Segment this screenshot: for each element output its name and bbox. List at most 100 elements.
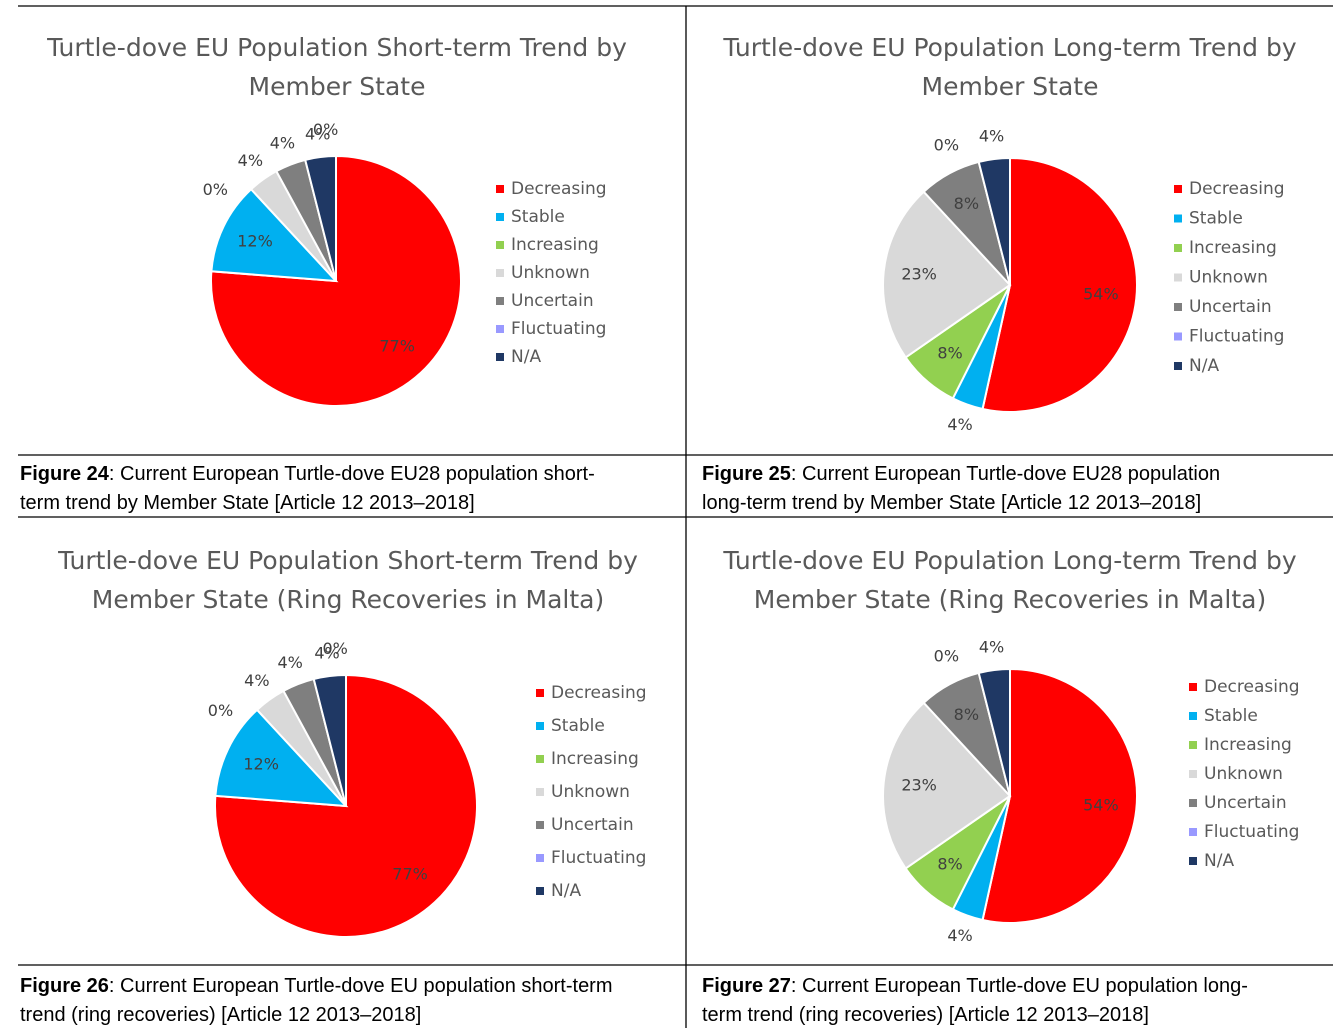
chart-title: Member State (Ring Recoveries in Malta) xyxy=(754,585,1267,614)
caption-label: Figure 25 xyxy=(702,463,791,485)
legend-entry: N/A xyxy=(1204,851,1234,871)
data-label: 0% xyxy=(323,639,348,658)
chart-title: Member State (Ring Recoveries in Malta) xyxy=(92,585,605,614)
legend-entry: Uncertain xyxy=(1189,297,1272,317)
legend-entry: Uncertain xyxy=(511,291,594,311)
legend-swatch xyxy=(1174,332,1182,341)
data-label: 4% xyxy=(979,638,1004,657)
legend-entry: Uncertain xyxy=(551,815,634,835)
legend-entry: Unknown xyxy=(1189,268,1268,288)
legend-entry: Fluctuating xyxy=(1204,822,1299,842)
data-label: 8% xyxy=(954,705,979,724)
data-label: 8% xyxy=(937,855,962,874)
figure-caption: term trend (ring recoveries) [Article 12… xyxy=(702,1004,1149,1026)
legend-swatch xyxy=(1174,185,1182,193)
legend-swatch xyxy=(496,213,504,221)
figure-caption: trend (ring recoveries) [Article 12 2013… xyxy=(20,1004,421,1026)
legend-entry: Unknown xyxy=(511,263,590,283)
legend-swatch xyxy=(496,353,504,361)
legend-swatch xyxy=(1189,799,1197,807)
legend-swatch xyxy=(536,689,544,697)
caption-label: Figure 24 xyxy=(20,463,110,485)
data-label: 4% xyxy=(305,125,330,144)
legend-swatch xyxy=(1174,273,1182,282)
chart-title: Turtle-dove EU Population Short-term Tre… xyxy=(46,33,627,62)
data-label: 23% xyxy=(901,776,937,795)
chart: Turtle-dove EU Population Long-term Tren… xyxy=(722,33,1296,434)
caption-text: : Current European Turtle-dove EU popula… xyxy=(109,975,613,997)
legend-swatch xyxy=(1189,857,1197,865)
figure-caption: Figure 25: Current European Turtle-dove … xyxy=(702,463,1220,485)
legend-entry: Increasing xyxy=(551,749,639,769)
table-grid xyxy=(18,5,1333,1028)
data-label: 8% xyxy=(954,194,979,213)
pie-slice xyxy=(977,667,1011,797)
caption-label: Figure 27 xyxy=(702,975,791,997)
legend-entry: Decreasing xyxy=(551,683,647,703)
data-label: 77% xyxy=(379,337,415,356)
chart-title: Turtle-dove EU Population Short-term Tre… xyxy=(57,546,638,575)
chart: Turtle-dove EU Population Short-term Tre… xyxy=(57,546,647,938)
legend-swatch xyxy=(1189,683,1197,691)
legend-swatch xyxy=(496,241,504,249)
data-label: 4% xyxy=(947,926,972,945)
pie-slice xyxy=(210,187,339,283)
data-label: 4% xyxy=(278,653,303,672)
data-label: 4% xyxy=(979,127,1004,146)
legend-swatch xyxy=(536,854,544,862)
legend-entry: Stable xyxy=(551,716,605,736)
pie-slice xyxy=(210,154,462,407)
pie-slice xyxy=(981,156,1138,413)
data-label: 77% xyxy=(392,865,428,884)
legend-entry: Stable xyxy=(1189,209,1243,229)
chart: Turtle-dove EU Population Long-term Tren… xyxy=(722,546,1299,945)
chart-title: Turtle-dove EU Population Long-term Tren… xyxy=(722,33,1296,62)
data-label: 4% xyxy=(238,151,263,170)
legend-swatch xyxy=(1174,303,1182,311)
pie-slice xyxy=(981,667,1138,924)
caption-text: : Current European Turtle-dove EU popula… xyxy=(791,975,1248,997)
data-label: 4% xyxy=(947,415,972,434)
caption-text: : Current European Turtle-dove EU28 popu… xyxy=(109,463,595,485)
legend-swatch xyxy=(1189,741,1197,749)
figure-caption: Figure 27: Current European Turtle-dove … xyxy=(702,975,1248,997)
pie-slice xyxy=(214,673,478,938)
legend-entry: Unknown xyxy=(551,782,630,802)
data-label: 12% xyxy=(237,231,273,250)
legend-entry: N/A xyxy=(1189,356,1219,376)
figure-caption: Figure 24: Current European Turtle-dove … xyxy=(20,463,595,485)
data-label: 4% xyxy=(244,671,269,690)
legend-entry: Increasing xyxy=(1204,735,1292,755)
pie-slice xyxy=(882,190,1012,359)
legend-entry: Increasing xyxy=(1189,238,1277,258)
legend-entry: Unknown xyxy=(1204,764,1283,784)
data-label: 0% xyxy=(934,135,959,154)
caption-label: Figure 26 xyxy=(20,975,109,997)
legend-swatch xyxy=(496,185,504,193)
data-label: 4% xyxy=(270,134,295,153)
pie-slice xyxy=(214,708,349,808)
legend-entry: Fluctuating xyxy=(511,319,606,339)
legend-entry: Uncertain xyxy=(1204,793,1287,813)
chart: Turtle-dove EU Population Short-term Tre… xyxy=(46,33,627,407)
legend-swatch xyxy=(1189,712,1197,720)
chart-title: Member State xyxy=(922,72,1099,101)
legend-swatch xyxy=(536,722,544,730)
legend-swatch xyxy=(536,887,544,895)
legend-swatch xyxy=(496,325,504,333)
pie-slice xyxy=(977,156,1011,286)
legend-entry: Increasing xyxy=(511,235,599,255)
data-label: 0% xyxy=(313,120,338,139)
figure-caption: Figure 26: Current European Turtle-dove … xyxy=(20,975,613,997)
legend-entry: Decreasing xyxy=(511,179,607,199)
legend-swatch xyxy=(1189,770,1197,778)
data-label: 4% xyxy=(314,644,339,663)
data-label: 8% xyxy=(937,344,962,363)
data-label: 54% xyxy=(1083,795,1119,814)
legend-swatch xyxy=(1174,214,1182,223)
data-label: 0% xyxy=(203,180,228,199)
legend-swatch xyxy=(536,755,544,763)
figure-caption: long-term trend by Member State [Article… xyxy=(702,492,1201,514)
legend-swatch xyxy=(1174,362,1182,370)
